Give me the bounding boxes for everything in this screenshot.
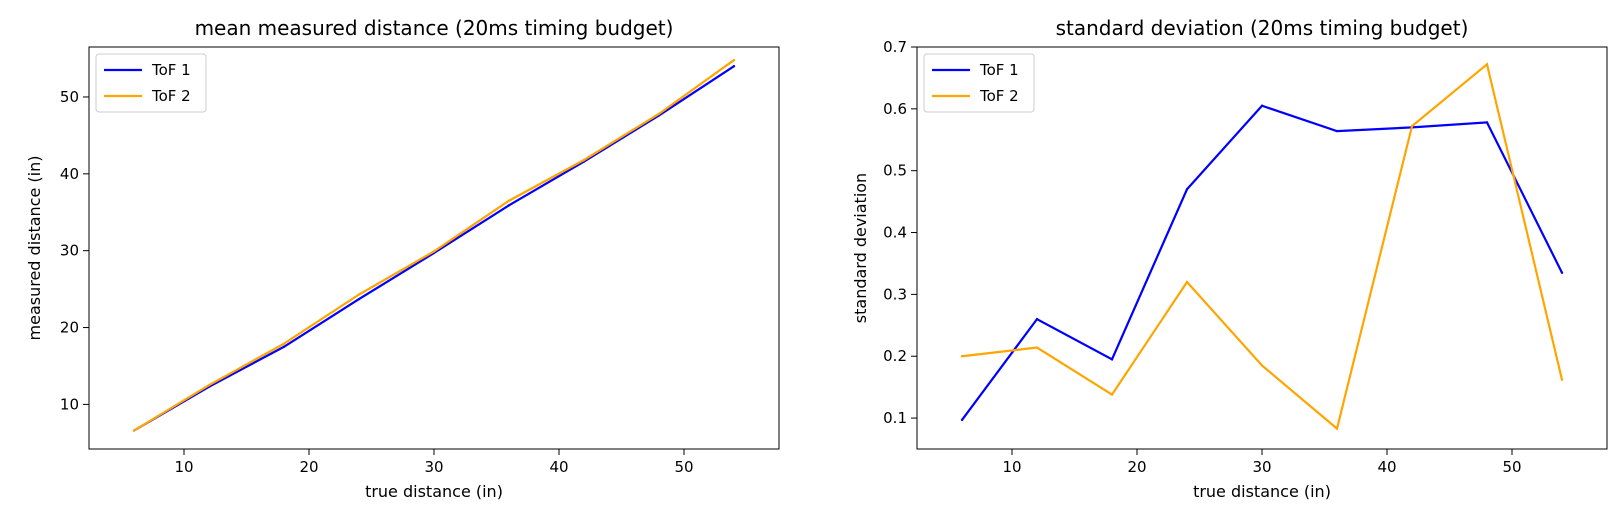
- chart-1: mean measured distance (20ms timing budg…: [25, 16, 780, 501]
- data-point: [282, 345, 286, 348]
- y-tick-label: 10: [60, 395, 79, 413]
- x-tick-label: 40: [1377, 458, 1396, 476]
- data-point: [732, 65, 736, 68]
- y-axis-label: standard deviation: [851, 173, 870, 323]
- data-point: [1485, 63, 1489, 66]
- x-tick-label: 50: [1502, 458, 1521, 476]
- y-tick-label: 30: [60, 242, 79, 260]
- data-point: [1260, 104, 1264, 107]
- y-tick-label: 50: [60, 88, 79, 106]
- x-tick-label: 10: [1002, 458, 1021, 476]
- data-point: [432, 250, 436, 253]
- data-point: [1485, 121, 1489, 124]
- legend-box: [923, 53, 1035, 113]
- data-point: [1410, 124, 1414, 128]
- series-line-2: [961, 62, 1564, 431]
- x-axis-label: true distance (in): [365, 482, 503, 501]
- data-point: [960, 355, 964, 358]
- data-point: [207, 384, 211, 387]
- x-tick-label: 10: [174, 458, 193, 476]
- legend-label: ToF 2: [979, 87, 1019, 105]
- data-point: [657, 112, 661, 116]
- legend-label: ToF 1: [151, 61, 191, 79]
- data-point: [1335, 129, 1339, 133]
- data-point: [132, 429, 136, 432]
- legend-label: ToF 2: [151, 87, 191, 105]
- data-point: [1560, 378, 1564, 381]
- data-point: [357, 293, 361, 296]
- series-line-1: [961, 104, 1563, 421]
- data-point: [1185, 280, 1189, 284]
- y-tick-label: 40: [60, 165, 79, 183]
- x-tick-label: 30: [424, 458, 443, 476]
- legend-box: [95, 53, 207, 113]
- x-tick-label: 30: [1252, 458, 1271, 476]
- data-point: [357, 297, 361, 301]
- data-point: [507, 204, 511, 207]
- series-line-2: [133, 59, 735, 432]
- y-tick-label: 0.2: [883, 347, 907, 365]
- y-tick-label: 0.3: [883, 285, 907, 303]
- data-point: [1260, 364, 1264, 367]
- data-point: [1035, 317, 1039, 321]
- x-tick-label: 20: [299, 458, 318, 476]
- x-tick-label: 50: [674, 458, 693, 476]
- y-tick-label: 20: [60, 319, 79, 337]
- y-axis-label: measured distance (in): [25, 156, 44, 341]
- data-point: [1110, 358, 1114, 361]
- y-tick-label: 0.5: [883, 162, 907, 180]
- data-point: [960, 418, 964, 422]
- chart-title: standard deviation (20ms timing budget): [1056, 16, 1469, 40]
- chart-title: mean measured distance (20ms timing budg…: [195, 16, 674, 40]
- data-point: [732, 58, 736, 62]
- y-tick-label: 0.1: [883, 409, 907, 427]
- legend-label: ToF 1: [979, 61, 1019, 79]
- y-tick-label: 0.7: [883, 38, 907, 56]
- chart-2: standard deviation (20ms timing budget) 1…: [851, 16, 1608, 501]
- data-point: [1035, 346, 1039, 349]
- data-point: [1110, 393, 1114, 396]
- data-point: [1335, 427, 1339, 430]
- data-point: [1185, 188, 1189, 191]
- data-point: [507, 199, 511, 202]
- x-axis-label: true distance (in): [1193, 482, 1331, 501]
- data-point: [582, 158, 586, 162]
- x-tick-label: 20: [1127, 458, 1146, 476]
- data-point: [1560, 271, 1564, 274]
- data-point: [282, 342, 286, 345]
- y-tick-label: 0.4: [883, 224, 907, 242]
- x-tick-label: 40: [549, 458, 568, 476]
- y-tick-label: 0.6: [883, 100, 907, 118]
